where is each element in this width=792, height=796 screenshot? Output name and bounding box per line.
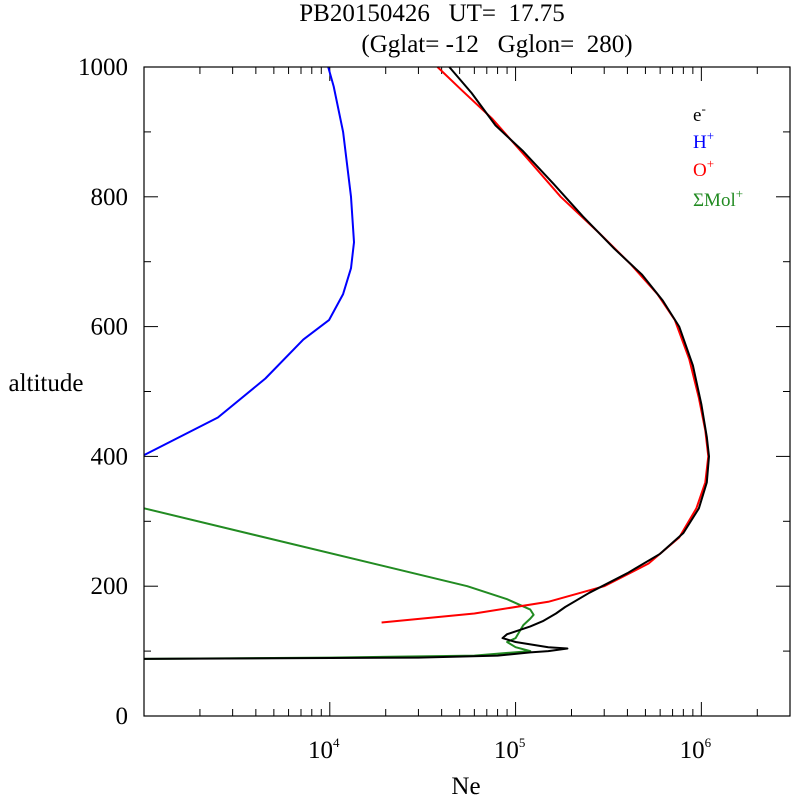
x-tick-label: 106 (680, 735, 712, 764)
series-line-mol (143, 507, 535, 660)
y-tick-label: 1000 (78, 54, 128, 81)
legend-entry: ΣMol+ (693, 186, 743, 211)
chart-title: PB20150426 UT= 17.75 (299, 0, 565, 27)
x-tick-label: 104 (308, 735, 340, 764)
legend-entry: O+ (693, 156, 714, 181)
series-line-e (143, 66, 710, 660)
y-tick-label: 0 (116, 703, 129, 730)
plot-frame (143, 66, 791, 717)
axis-ticks (144, 66, 790, 717)
legend-entry: H+ (693, 128, 714, 153)
chart-subtitle: (Gglat= -12 Gglon= 280) (361, 31, 632, 58)
x-tick-label: 105 (494, 735, 526, 764)
legend: e-H+ O+ ΣMol+ (693, 101, 743, 211)
y-tick-label: 600 (91, 314, 129, 341)
y-tick-label: 400 (91, 443, 129, 470)
series-layer (143, 66, 710, 660)
y-axis-label: altitude (9, 370, 84, 397)
x-axis-label: Ne (451, 773, 480, 796)
series-line-o (381, 66, 710, 624)
y-tick-label: 800 (91, 184, 129, 211)
y-tick-label: 200 (91, 573, 129, 600)
legend-entry: e- (693, 101, 706, 126)
axis-tick-labels: 0 200 400 600 800 1000 104 105 106 (78, 54, 712, 764)
series-line-h (143, 66, 355, 456)
